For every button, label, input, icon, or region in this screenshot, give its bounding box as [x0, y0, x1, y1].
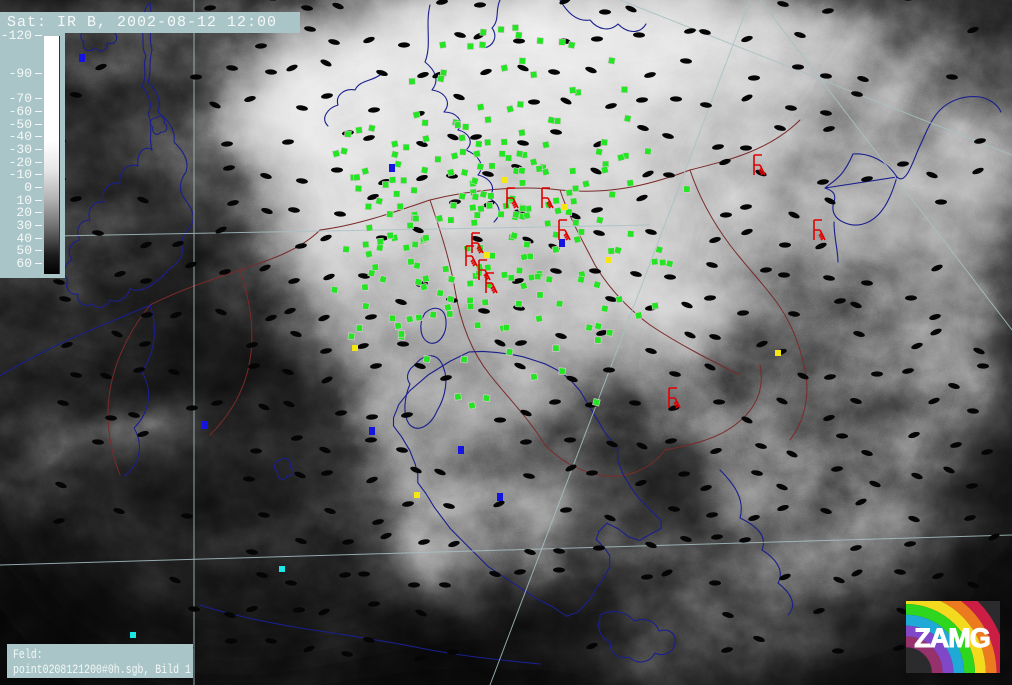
svg-text:ZAMG: ZAMG — [914, 623, 989, 653]
